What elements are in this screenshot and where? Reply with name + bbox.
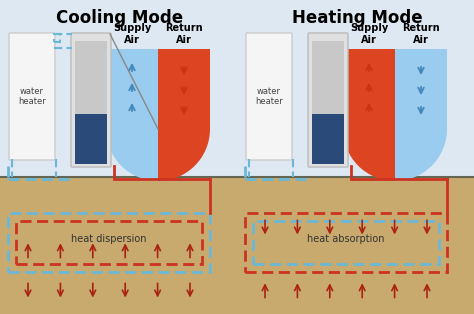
Bar [395, 49, 447, 129]
Bar [312, 114, 344, 164]
Bar [0, 0, 474, 177]
Bar [158, 49, 210, 129]
Bar [245, 214, 447, 273]
Text: Return
Air: Return Air [165, 24, 203, 45]
Bar [16, 221, 202, 264]
Bar [253, 221, 439, 264]
Bar [8, 214, 210, 273]
Bar [75, 41, 107, 114]
Bar [0, 177, 474, 314]
Text: water
heater: water heater [255, 87, 283, 106]
Text: Supply
Air: Supply Air [350, 24, 388, 45]
Bar [312, 41, 344, 114]
Bar [75, 114, 107, 164]
Text: water
heater: water heater [18, 87, 46, 106]
Text: Cooling Mode: Cooling Mode [56, 9, 183, 27]
Text: Return
Air: Return Air [402, 24, 440, 45]
Text: heat dispersion: heat dispersion [71, 234, 147, 244]
Wedge shape [343, 77, 395, 181]
Bar [106, 49, 158, 129]
Wedge shape [106, 77, 158, 181]
FancyBboxPatch shape [9, 33, 55, 160]
Wedge shape [158, 77, 210, 181]
Text: heat absorption: heat absorption [307, 234, 385, 244]
Text: Supply
Air: Supply Air [113, 24, 151, 45]
Wedge shape [395, 77, 447, 181]
Bar [54, 34, 60, 42]
FancyBboxPatch shape [308, 33, 348, 167]
Text: Heating Mode: Heating Mode [292, 9, 422, 27]
FancyBboxPatch shape [246, 33, 292, 160]
Bar [343, 49, 395, 129]
FancyBboxPatch shape [71, 33, 111, 167]
